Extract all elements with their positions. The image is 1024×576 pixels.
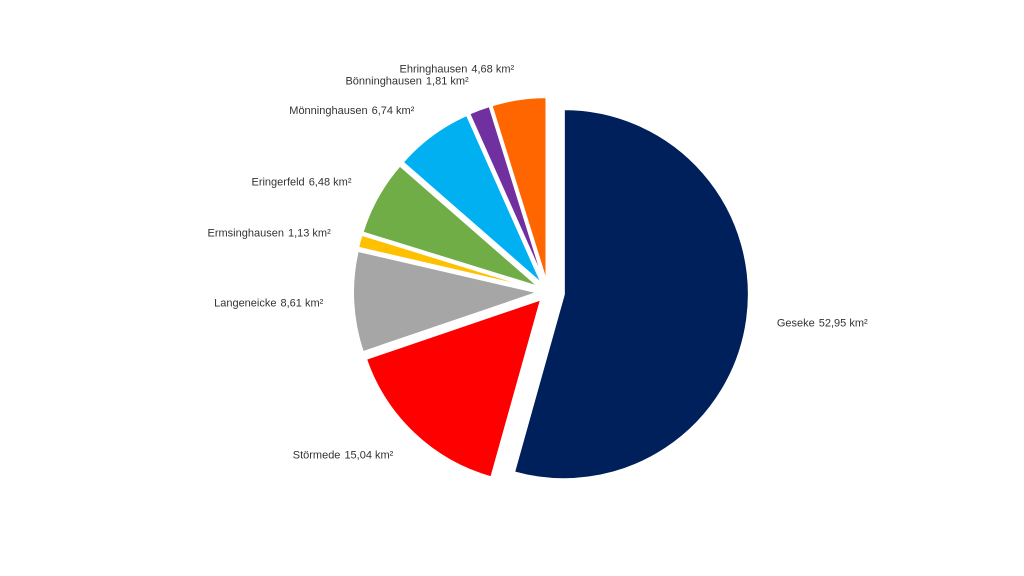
value-label: 52,95 km²: [819, 317, 868, 329]
pie-slice: [467, 104, 546, 284]
slice-label: Langeneicke 8,61 km²: [214, 297, 324, 309]
slice-label: Eringerfeld 6,48 km²: [251, 176, 351, 188]
value-label: 6,74 km²: [372, 105, 415, 117]
value-label: 8,61 km²: [280, 297, 323, 309]
category-name: Geseke: [777, 317, 815, 329]
slice-label: Geseke 52,95 km²: [777, 317, 868, 329]
value-label: 1,81 km²: [426, 75, 469, 87]
value-label: 1,13 km²: [288, 227, 331, 239]
pie-slice: [490, 96, 548, 283]
value-label: 15,04 km²: [344, 449, 393, 461]
category-name: Langeneicke: [214, 297, 276, 309]
category-name: Eringerfeld: [251, 176, 304, 188]
value-label: 6,48 km²: [309, 176, 352, 188]
pie-slice: [401, 113, 543, 285]
value-label: 4,68 km²: [471, 63, 514, 75]
pie-slice: [512, 108, 750, 481]
slice-label: Ehringhausen 4,68 km²: [399, 63, 514, 75]
category-name: Ehringhausen: [399, 63, 467, 75]
pie-slice: [364, 297, 543, 479]
category-name: Störmede: [293, 449, 341, 461]
pie-slice: [352, 249, 542, 354]
category-name: Bönninghausen: [345, 75, 421, 87]
slice-label: Mönninghausen 6,74 km²: [289, 105, 414, 117]
slice-label: Bönninghausen 1,81 km²: [345, 75, 469, 87]
pie-slice: [356, 233, 539, 291]
category-name: Ermsinghausen: [208, 227, 284, 239]
slice-label: Ermsinghausen 1,13 km²: [208, 227, 332, 239]
pie-slice: [361, 164, 540, 289]
category-name: Mönninghausen: [289, 105, 367, 117]
slice-label: Störmede 15,04 km²: [293, 449, 394, 461]
